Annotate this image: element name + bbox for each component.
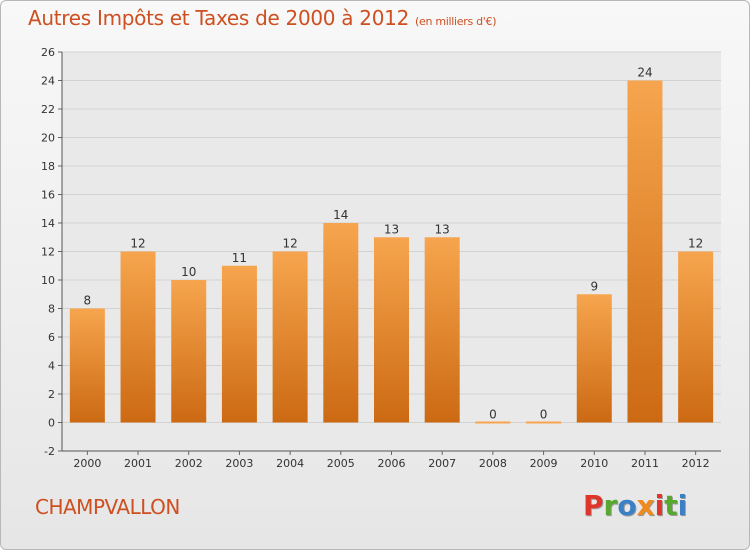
y-tick-label: 20 (41, 132, 55, 145)
bar-chart: -202468101214161820222426820001220011020… (41, 46, 721, 470)
bar (678, 251, 714, 423)
y-tick-label: 0 (48, 417, 55, 430)
bar-value-label: 10 (181, 265, 196, 279)
bar-value-label: 12 (688, 237, 703, 251)
bar (171, 280, 207, 423)
x-tick-label: 2010 (580, 457, 608, 470)
bar-value-label: 12 (130, 237, 145, 251)
bar (475, 421, 511, 424)
x-tick-label: 2004 (276, 457, 304, 470)
proxiti-logo: Proxiti (583, 489, 688, 522)
bar-value-label: 12 (282, 237, 297, 251)
bar-value-label: 0 (489, 408, 497, 422)
bar-value-label: 0 (540, 408, 548, 422)
x-tick-label: 2012 (682, 457, 710, 470)
chart-title-text: Autres Impôts et Taxes de 2000 à 2012 (28, 6, 409, 30)
y-tick-label: 14 (41, 217, 55, 230)
y-tick-label: 2 (48, 388, 55, 401)
city-name: CHAMPVALLON (35, 495, 180, 519)
x-tick-label: 2011 (631, 457, 659, 470)
y-tick-label: 16 (41, 189, 55, 202)
chart-title: Autres Impôts et Taxes de 2000 à 2012 (en… (28, 6, 496, 30)
bar (272, 251, 308, 423)
x-tick-label: 2001 (124, 457, 152, 470)
bar (69, 308, 105, 423)
bar (576, 294, 612, 423)
y-tick-label: 8 (48, 303, 55, 316)
bar (627, 80, 663, 423)
y-tick-label: 4 (48, 360, 55, 373)
bar (374, 237, 409, 423)
x-tick-label: 2000 (73, 457, 101, 470)
bar (424, 237, 460, 423)
chart-unit: (en milliers d'€) (415, 15, 497, 28)
bar-value-label: 8 (84, 294, 92, 308)
x-tick-label: 2008 (479, 457, 507, 470)
x-tick-label: 2009 (530, 457, 558, 470)
y-tick-label: 24 (41, 75, 55, 88)
y-tick-label: -2 (44, 445, 55, 458)
bar-value-label: 11 (232, 251, 247, 265)
bar (120, 251, 156, 423)
bar-value-label: 24 (637, 66, 652, 80)
y-tick-label: 18 (41, 160, 55, 173)
y-tick-label: 22 (41, 103, 55, 116)
bar (526, 421, 562, 424)
y-tick-label: 12 (41, 246, 55, 259)
x-tick-label: 2003 (225, 457, 253, 470)
y-tick-label: 10 (41, 274, 55, 287)
bar (323, 223, 359, 423)
bar (221, 265, 257, 423)
y-tick-label: 6 (48, 331, 55, 344)
bar-value-label: 13 (384, 222, 399, 236)
bar-value-label: 9 (590, 279, 598, 293)
y-tick-label: 26 (41, 46, 55, 59)
x-tick-label: 2002 (175, 457, 203, 470)
x-tick-label: 2006 (378, 457, 406, 470)
bar-value-label: 13 (435, 222, 450, 236)
x-tick-label: 2007 (428, 457, 456, 470)
x-tick-label: 2005 (327, 457, 355, 470)
bar-value-label: 14 (333, 208, 348, 222)
